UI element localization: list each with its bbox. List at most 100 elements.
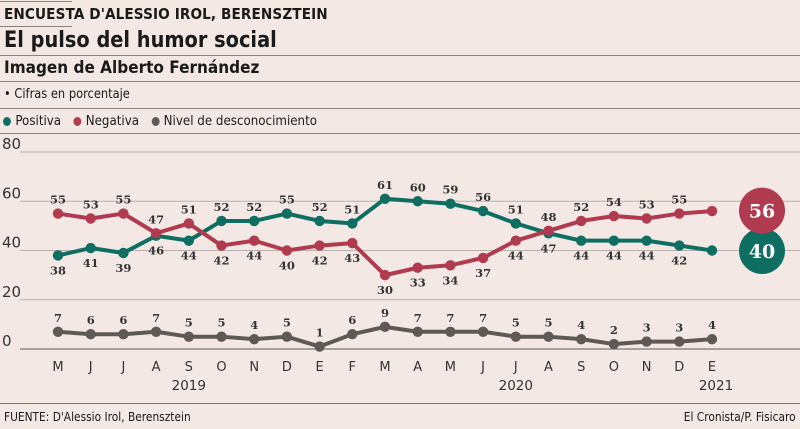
data-label-nivel-de-desconocimiento: 7	[414, 311, 422, 325]
x-tick-label: S	[185, 360, 193, 375]
data-point-negativa	[445, 260, 456, 271]
data-label-negativa: 37	[475, 266, 491, 280]
data-label-nivel-de-desconocimiento: 7	[479, 311, 487, 325]
x-tick-label: D	[282, 360, 292, 375]
data-point-positiva	[52, 250, 64, 261]
legend-label: Positiva	[15, 113, 62, 129]
data-point-positiva	[706, 245, 718, 256]
data-label-nivel-de-desconocimiento: 6	[348, 313, 356, 327]
y-axis-ticks: 0 20 40 60 80	[2, 135, 21, 350]
data-point-positiva	[412, 196, 423, 207]
chart-subtitle: Imagen de Alberto Fernández	[4, 58, 260, 78]
data-label-positiva: 55	[279, 193, 295, 207]
data-point-positiva	[510, 218, 521, 229]
data-label-positiva: 52	[246, 200, 262, 214]
data-label-positiva: 44	[606, 249, 622, 263]
data-point-negativa	[216, 240, 227, 251]
data-label-positiva: 47	[540, 241, 556, 255]
x-tick-label: S	[577, 360, 585, 375]
data-label-nivel-de-desconocimiento: 6	[119, 313, 127, 327]
grid-lines	[20, 151, 800, 350]
units-note: • Cifras en porcentaje	[4, 87, 130, 102]
data-label-positiva: 59	[442, 183, 458, 197]
data-label-positiva: 52	[213, 200, 229, 214]
data-label-negativa: 54	[606, 195, 622, 209]
data-label-nivel-de-desconocimiento: 4	[708, 318, 716, 332]
data-point-nivel-de-desconocimiento	[150, 326, 162, 337]
data-point-positiva	[249, 215, 260, 227]
data-point-negativa	[52, 208, 64, 219]
data-label-positiva: 52	[312, 200, 328, 214]
legend-item-desconocimiento: Nivel de desconocimiento	[151, 113, 317, 129]
data-point-positiva	[85, 242, 96, 254]
source-note: FUENTE: D'Alessio Irol, Berensztein	[4, 409, 191, 424]
data-point-negativa	[281, 245, 293, 256]
data-label-positiva: 39	[115, 261, 131, 275]
data-point-negativa	[118, 208, 129, 219]
data-point-negativa	[183, 218, 194, 229]
data-point-positiva	[183, 235, 194, 246]
x-tick-label: O	[216, 360, 226, 375]
year-label: 2021	[699, 378, 733, 394]
end-badge-value: 40	[749, 241, 775, 263]
year-label: 2020	[499, 378, 533, 394]
data-point-negativa	[150, 228, 162, 239]
data-point-nivel-de-desconocimiento	[445, 326, 456, 337]
data-label-nivel-de-desconocimiento: 4	[250, 318, 258, 332]
data-label-nivel-de-desconocimiento: 3	[675, 321, 683, 335]
data-label-positiva: 44	[181, 249, 197, 263]
data-label-negativa: 34	[442, 273, 458, 287]
subtitle-rule	[0, 81, 800, 82]
legend-dot-icon	[151, 116, 160, 126]
data-point-nivel-de-desconocimiento	[510, 331, 521, 342]
data-point-nivel-de-desconocimiento	[281, 331, 293, 342]
data-point-positiva	[118, 247, 129, 259]
data-label-negativa: 52	[573, 200, 589, 214]
year-label: 2019	[172, 378, 206, 394]
end-badge-positiva	[739, 228, 785, 274]
title-rule	[0, 55, 800, 56]
data-point-nivel-de-desconocimiento	[576, 333, 587, 345]
data-point-nivel-de-desconocimiento	[477, 326, 489, 337]
data-point-nivel-de-desconocimiento	[216, 331, 227, 342]
legend-rule	[0, 133, 800, 134]
y-tick-label: 20	[2, 283, 21, 301]
year-labels: 2019 2020 2021	[172, 378, 734, 394]
data-point-negativa	[674, 208, 685, 219]
chart-title: El pulso del humor social	[4, 28, 277, 53]
x-tick-label: A	[413, 360, 422, 375]
data-point-negativa	[379, 269, 391, 281]
data-label-nivel-de-desconocimiento: 7	[446, 311, 454, 325]
data-label-positiva: 44	[573, 249, 589, 263]
x-tick-label: O	[609, 360, 619, 375]
end-badge-value: 56	[749, 201, 775, 223]
data-point-negativa	[706, 205, 718, 217]
data-label-positiva: 44	[639, 249, 655, 263]
x-tick-label: N	[249, 360, 259, 375]
x-tick-label: A	[152, 360, 161, 375]
data-label-negativa: 55	[115, 193, 131, 207]
legend-label: Nivel de desconocimiento	[163, 113, 318, 129]
data-point-positiva	[379, 193, 391, 204]
data-point-nivel-de-desconocimiento	[249, 333, 260, 345]
data-point-negativa	[85, 213, 96, 224]
legend-item-negativa: Negativa	[73, 113, 139, 129]
data-label-negativa: 55	[50, 193, 66, 207]
data-point-negativa	[412, 262, 423, 273]
data-label-positiva: 46	[148, 244, 164, 258]
x-tick-label: M	[52, 360, 63, 375]
data-label-nivel-de-desconocimiento: 7	[54, 311, 62, 325]
x-tick-label: J	[513, 360, 518, 375]
data-label-nivel-de-desconocimiento: 5	[217, 316, 225, 330]
data-point-positiva	[608, 235, 620, 246]
data-label-nivel-de-desconocimiento: 5	[283, 316, 291, 330]
data-point-negativa	[608, 210, 620, 222]
data-point-nivel-de-desconocimiento	[641, 336, 652, 347]
data-point-nivel-de-desconocimiento	[118, 329, 129, 340]
data-point-nivel-de-desconocimiento	[183, 331, 194, 342]
x-tick-label: J	[480, 360, 485, 375]
data-label-nivel-de-desconocimiento: 9	[381, 306, 389, 320]
data-point-nivel-de-desconocimiento	[412, 326, 423, 337]
